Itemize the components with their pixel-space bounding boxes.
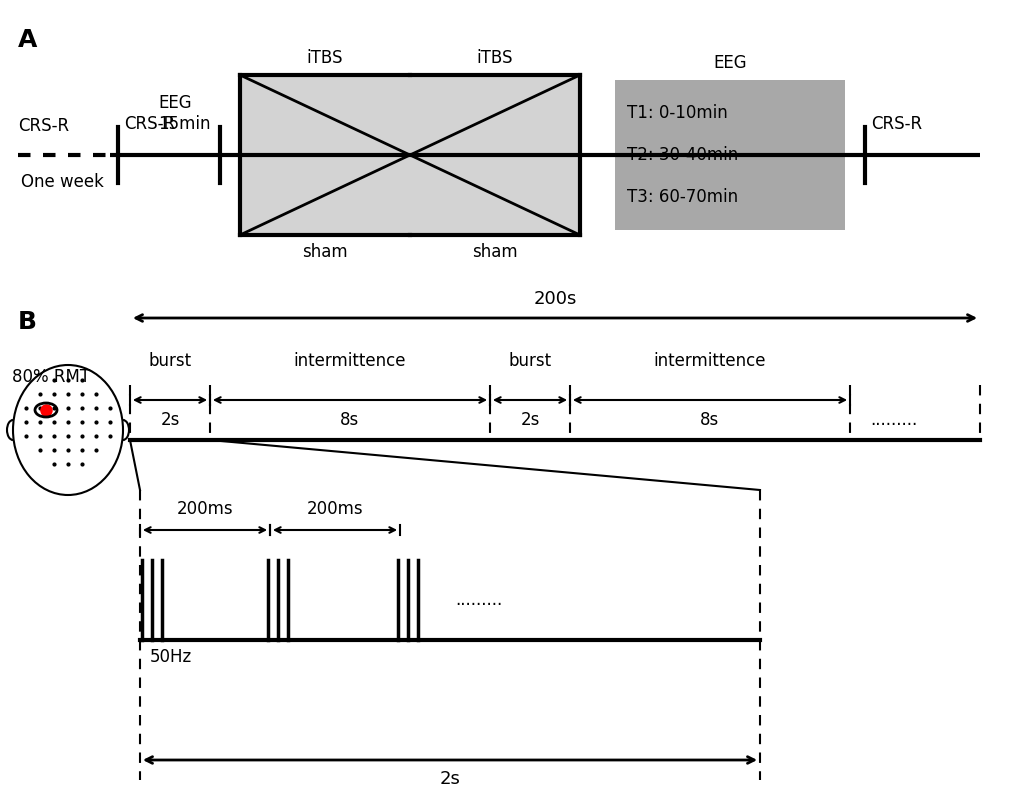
- Text: burst: burst: [507, 352, 551, 370]
- Text: A: A: [18, 28, 38, 52]
- Text: 80% RMT: 80% RMT: [12, 368, 90, 386]
- Text: EEG: EEG: [712, 54, 746, 72]
- Text: B: B: [18, 310, 37, 334]
- Text: 50Hz: 50Hz: [150, 648, 192, 666]
- Text: 200s: 200s: [533, 290, 576, 308]
- Text: intermittence: intermittence: [293, 352, 406, 370]
- Text: burst: burst: [149, 352, 192, 370]
- Text: iTBS: iTBS: [307, 49, 343, 67]
- Text: 200ms: 200ms: [176, 500, 233, 518]
- Text: iTBS: iTBS: [476, 49, 513, 67]
- Text: T3: 60-70min: T3: 60-70min: [627, 188, 738, 206]
- Text: .........: .........: [869, 411, 916, 429]
- Text: CRS-R: CRS-R: [18, 117, 69, 135]
- Text: 2s: 2s: [520, 411, 539, 429]
- Text: .........: .........: [454, 591, 501, 609]
- Bar: [239, 75, 580, 235]
- Text: T2: 30-40min: T2: 30-40min: [627, 146, 738, 164]
- Text: 8s: 8s: [700, 411, 719, 429]
- Text: 8s: 8s: [340, 411, 360, 429]
- Text: EEG
15min: EEG 15min: [158, 94, 210, 133]
- Text: CRS-R: CRS-R: [870, 115, 921, 133]
- Text: sham: sham: [302, 243, 347, 261]
- Text: 2s: 2s: [439, 770, 460, 786]
- Text: sham: sham: [472, 243, 518, 261]
- Text: intermittence: intermittence: [653, 352, 765, 370]
- Text: One week: One week: [20, 173, 103, 191]
- Text: T1: 0-10min: T1: 0-10min: [627, 104, 727, 122]
- Bar: [614, 80, 844, 230]
- Text: 200ms: 200ms: [307, 500, 363, 518]
- Text: 2s: 2s: [160, 411, 179, 429]
- Text: CRS-R: CRS-R: [124, 115, 175, 133]
